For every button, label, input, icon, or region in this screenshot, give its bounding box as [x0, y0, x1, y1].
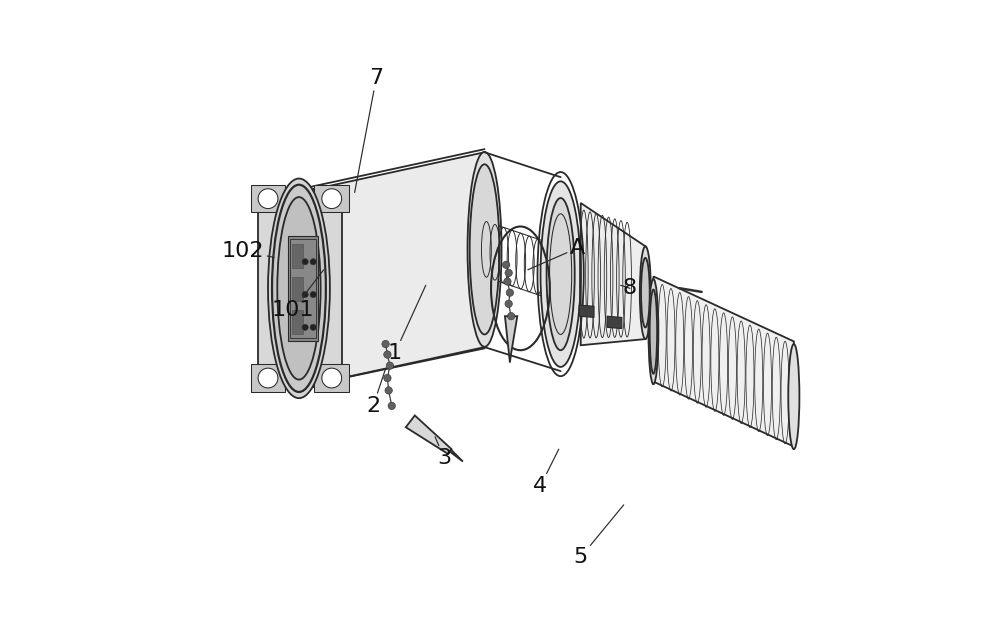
Polygon shape	[581, 203, 645, 345]
Circle shape	[507, 312, 515, 320]
Circle shape	[302, 324, 308, 330]
Text: 1: 1	[388, 285, 426, 363]
Circle shape	[258, 368, 278, 388]
Polygon shape	[299, 153, 485, 388]
Text: 8: 8	[621, 278, 637, 298]
Circle shape	[322, 368, 342, 388]
Ellipse shape	[541, 181, 581, 367]
Circle shape	[310, 324, 316, 330]
Circle shape	[504, 278, 511, 285]
Ellipse shape	[648, 279, 658, 384]
Circle shape	[302, 291, 308, 298]
Text: 4: 4	[533, 449, 559, 496]
Circle shape	[302, 259, 308, 265]
Circle shape	[502, 261, 510, 268]
Polygon shape	[292, 310, 303, 334]
Ellipse shape	[547, 198, 575, 350]
Text: A: A	[528, 238, 585, 270]
Polygon shape	[288, 236, 318, 341]
Ellipse shape	[468, 152, 502, 347]
Polygon shape	[292, 277, 303, 301]
Polygon shape	[406, 415, 452, 454]
Text: 5: 5	[573, 505, 624, 567]
Ellipse shape	[650, 290, 657, 374]
Circle shape	[384, 374, 391, 382]
Polygon shape	[251, 365, 285, 392]
Circle shape	[506, 289, 514, 296]
Circle shape	[388, 402, 395, 410]
Polygon shape	[579, 305, 594, 317]
Polygon shape	[292, 244, 303, 268]
Polygon shape	[314, 185, 349, 212]
Polygon shape	[251, 185, 285, 212]
Text: 101: 101	[272, 270, 324, 320]
Circle shape	[310, 291, 316, 298]
Ellipse shape	[788, 344, 799, 449]
Circle shape	[310, 259, 316, 265]
Text: 3: 3	[435, 437, 451, 469]
Circle shape	[382, 340, 389, 348]
Polygon shape	[505, 316, 517, 363]
Ellipse shape	[470, 164, 499, 334]
Polygon shape	[258, 189, 342, 388]
Circle shape	[322, 188, 342, 208]
Circle shape	[385, 387, 392, 394]
Ellipse shape	[641, 258, 650, 327]
Ellipse shape	[268, 179, 330, 398]
Polygon shape	[450, 450, 463, 461]
Circle shape	[384, 351, 391, 358]
Polygon shape	[314, 365, 349, 392]
Ellipse shape	[272, 185, 326, 392]
Circle shape	[258, 188, 278, 208]
Polygon shape	[607, 316, 622, 329]
Text: 2: 2	[366, 369, 386, 416]
Text: 102: 102	[222, 241, 274, 261]
Circle shape	[505, 300, 512, 308]
Circle shape	[505, 269, 512, 277]
Text: 7: 7	[355, 68, 383, 192]
Ellipse shape	[277, 197, 321, 379]
Circle shape	[386, 362, 394, 370]
Ellipse shape	[640, 246, 651, 339]
Polygon shape	[653, 277, 794, 446]
